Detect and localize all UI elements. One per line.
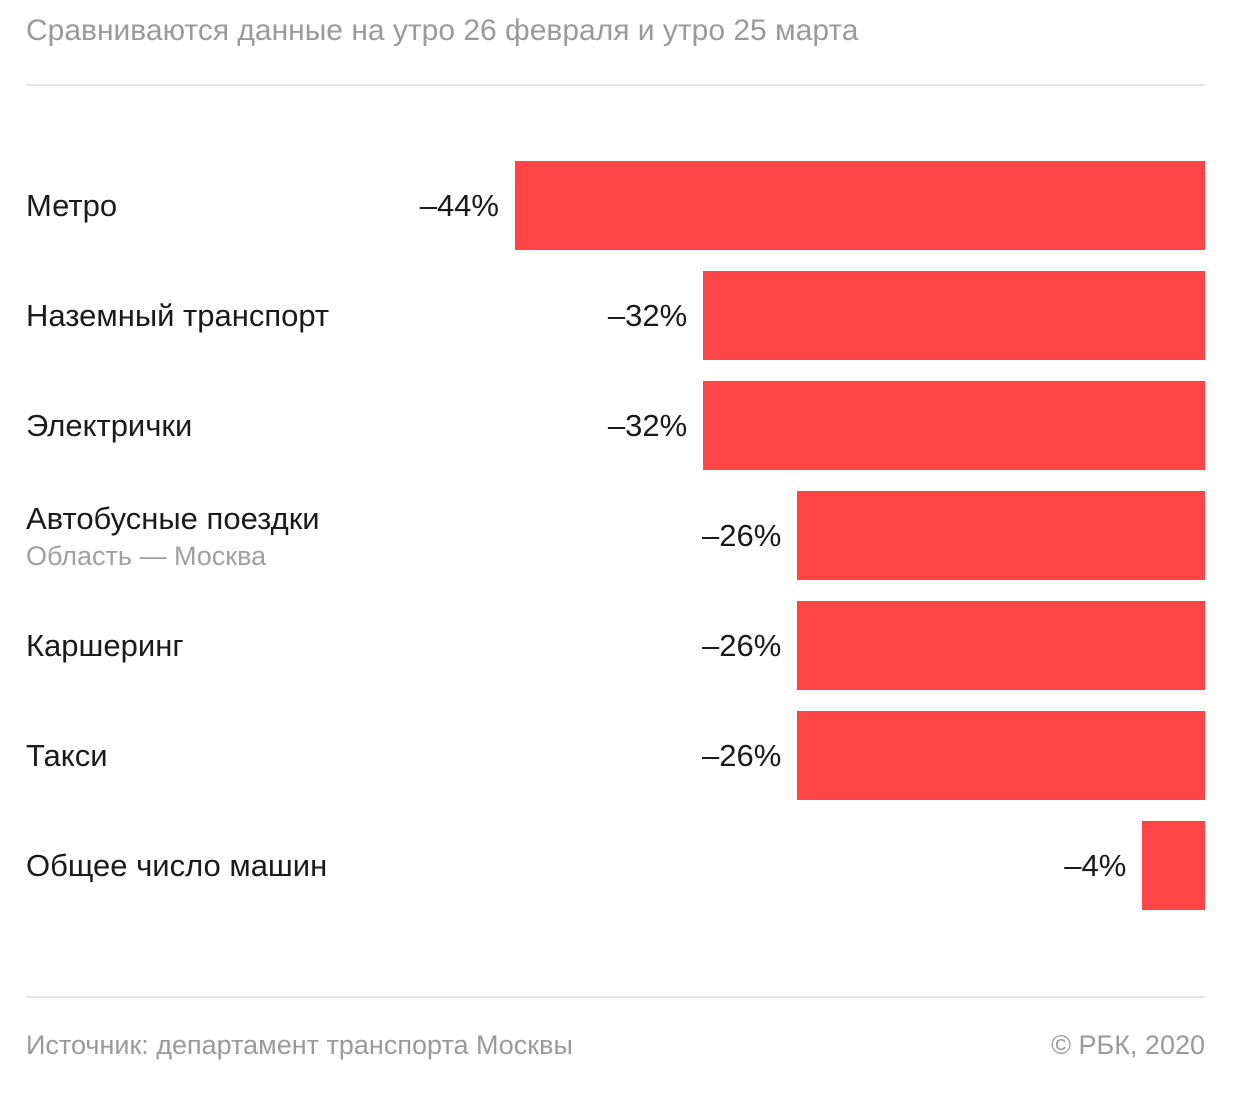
bar-6 — [797, 711, 1205, 800]
bar-2 — [703, 271, 1205, 360]
bar-7 — [1142, 821, 1205, 910]
value-label-4: –26% — [701, 517, 782, 553]
value-label-3: –32% — [607, 407, 688, 443]
bottom-divider — [26, 996, 1205, 998]
chart-subtitle: Сравниваются данные на утро 26 февраля и… — [26, 14, 859, 47]
bar-3 — [703, 381, 1205, 470]
category-sublabel-4: Область — Москва — [26, 541, 267, 571]
category-label-2: Наземный транспорт — [26, 297, 330, 333]
category-label-4: Автобусные поездки — [26, 501, 320, 536]
value-label-7: –4% — [1064, 847, 1127, 883]
value-label-5: –26% — [701, 627, 782, 663]
category-label-5: Каршеринг — [26, 627, 184, 663]
category-label-1: Метро — [26, 187, 118, 223]
value-label-1: –44% — [419, 187, 499, 223]
value-label-2: –32% — [607, 297, 688, 333]
bar-5 — [797, 601, 1205, 690]
category-label-3: Электрички — [26, 407, 193, 443]
bar-4 — [797, 491, 1205, 580]
source-note: Источник: департамент транспорта Москвы — [26, 1030, 573, 1060]
category-label-7: Общее число машин — [26, 847, 328, 883]
category-label-6: Такси — [26, 737, 108, 773]
bar-1 — [515, 161, 1205, 250]
value-label-6: –26% — [701, 737, 782, 773]
top-divider — [26, 84, 1205, 86]
copyright-note: © РБК, 2020 — [1051, 1030, 1205, 1060]
